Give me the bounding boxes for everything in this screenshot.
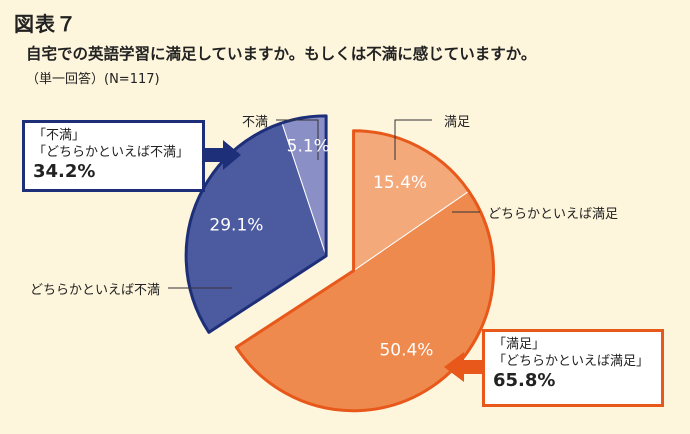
callout-right-line2: 「どちらかといえば満足」 xyxy=(493,354,650,369)
right-arrow-icon xyxy=(205,140,241,170)
category-label-satisfied: 満足 xyxy=(444,115,470,130)
satisfied-group-outline xyxy=(234,129,495,413)
chart-title: 自宅での英語学習に満足していますか。もしくは不満に感じていますか。 xyxy=(26,45,537,63)
leader-line-satisfied xyxy=(394,119,432,160)
chart-subtitle: （単一回答）(N=117) xyxy=(26,72,160,87)
category-label-dissatisfied: 不満 xyxy=(242,115,268,130)
left-arrow-icon xyxy=(444,352,484,382)
value-label-somewhat-dissatisfied: 29.1% xyxy=(209,216,263,236)
callout-left-value: 34.2% xyxy=(33,161,96,182)
leader-line-dissatisfied xyxy=(276,119,319,160)
callout-satisfied-total: 「満足」 「どちらかといえば満足」 65.8% xyxy=(482,329,664,407)
category-label-somewhat-satisfied: どちらかといえば満足 xyxy=(488,207,618,222)
value-label-somewhat-satisfied: 50.4% xyxy=(379,341,433,361)
callout-dissatisfied-total: 「不満」 「どちらかといえば不満」 34.2% xyxy=(22,120,205,192)
figure-label: 図表７ xyxy=(14,12,77,36)
callout-right-line1: 「満足」 xyxy=(493,337,546,352)
callout-left-line2: 「どちらかといえば不満」 xyxy=(33,145,190,160)
value-label-satisfied: 15.4% xyxy=(373,173,427,193)
callout-right-value: 65.8% xyxy=(493,370,556,391)
value-label-dissatisfied: 5.1% xyxy=(287,136,330,156)
category-label-somewhat-dissatisfied: どちらかといえば不満 xyxy=(30,283,160,298)
callout-left-line1: 「不満」 xyxy=(33,128,86,143)
